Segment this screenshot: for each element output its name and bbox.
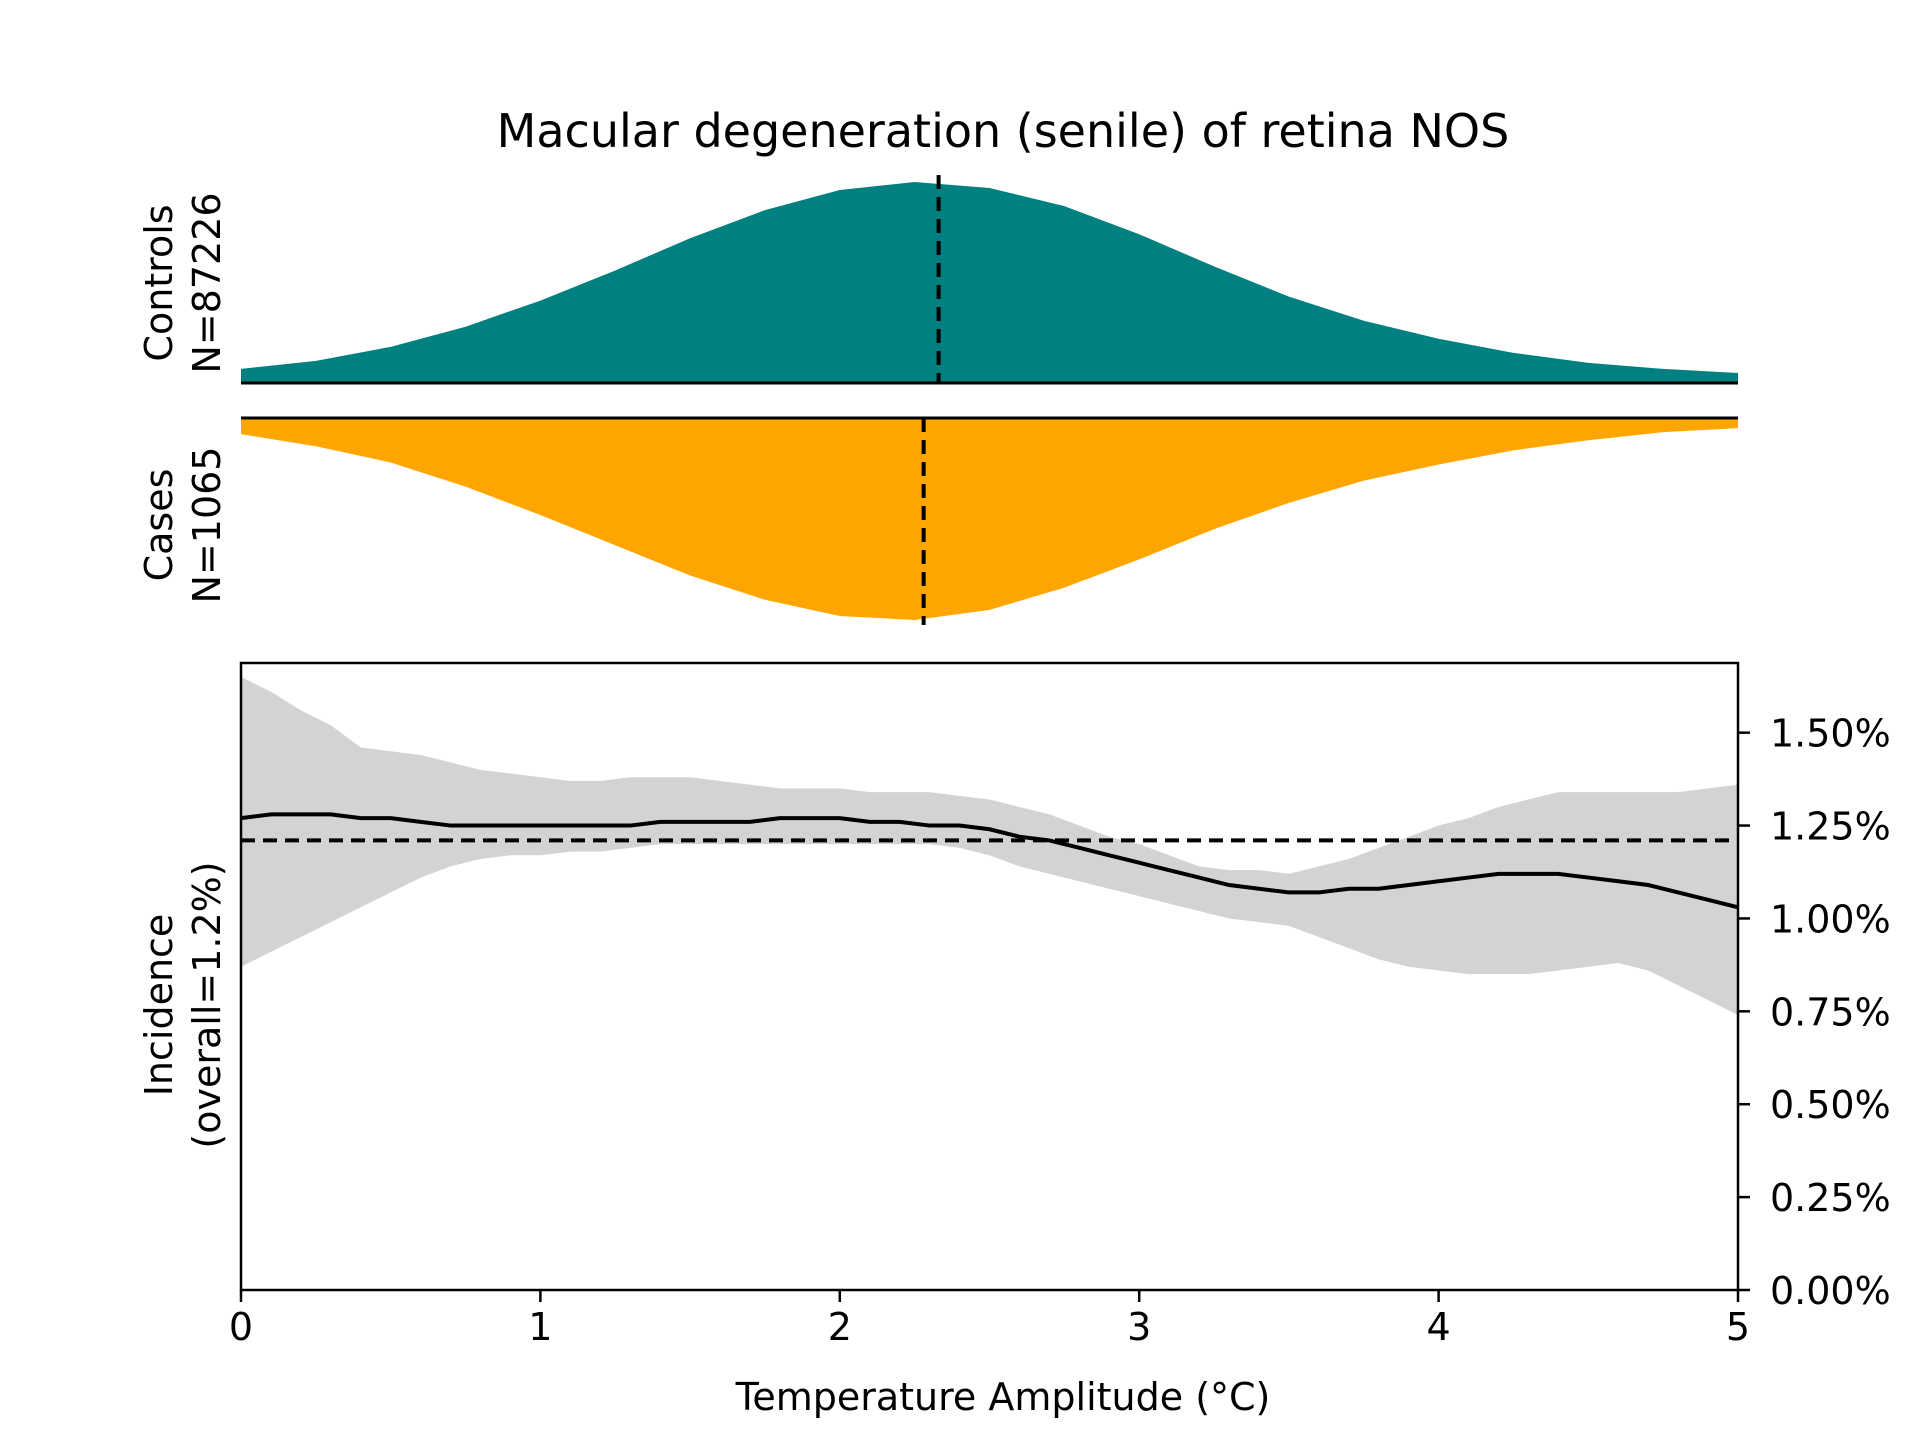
- x-tick-label: 0: [229, 1305, 253, 1349]
- y-tick-label: 1.50%: [1770, 712, 1891, 756]
- plot-frame: [239, 661, 1740, 1292]
- y-axis: 0.00% 0.25% 0.50% 0.75% 1.00% 1.25% 1.50%: [1738, 712, 1891, 1313]
- x-tick-label: 2: [828, 1305, 852, 1349]
- cases-density-area: [241, 418, 1738, 620]
- x-axis: 0 1 2 3 4 5: [229, 1290, 1750, 1349]
- controls-density-area: [241, 182, 1738, 383]
- controls-panel: Controls N=87226: [137, 175, 1738, 385]
- y-tick-label: 0.00%: [1770, 1269, 1891, 1313]
- controls-label: Controls: [137, 204, 181, 361]
- y-axis-label-overall: (overall=1.2%): [185, 861, 229, 1148]
- y-tick-label: 0.75%: [1770, 990, 1891, 1034]
- x-axis-label: Temperature Amplitude (°C): [735, 1375, 1271, 1419]
- confidence-band: [241, 676, 1738, 1016]
- x-tick-label: 4: [1427, 1305, 1451, 1349]
- cases-panel: Cases N=1065: [137, 416, 1738, 625]
- x-tick-label: 1: [528, 1305, 552, 1349]
- cases-n-label: N=1065: [185, 447, 229, 604]
- y-tick-label: 0.25%: [1770, 1176, 1891, 1220]
- cases-label: Cases: [137, 469, 181, 582]
- incidence-panel: 0 1 2 3 4 5 0.00% 0.25% 0.50% 0.75% 1.00% 1.25% 1.5…: [137, 661, 1891, 1419]
- y-tick-label: 0.50%: [1770, 1083, 1891, 1127]
- y-tick-label: 1.25%: [1770, 805, 1891, 849]
- chart-title: Macular degeneration (senile) of retina …: [497, 104, 1510, 158]
- incidence-line: [240, 812, 1739, 910]
- y-tick-label: 1.00%: [1770, 897, 1891, 941]
- controls-n-label: N=87226: [185, 192, 229, 373]
- x-tick-label: 5: [1726, 1305, 1750, 1349]
- x-tick-label: 3: [1127, 1305, 1151, 1349]
- y-axis-label: Incidence: [137, 914, 181, 1097]
